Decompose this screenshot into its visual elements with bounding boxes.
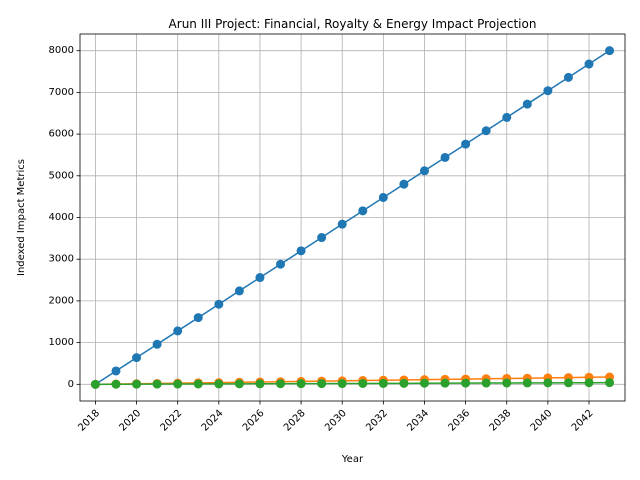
data-point xyxy=(563,378,573,388)
data-point xyxy=(522,378,532,388)
data-point xyxy=(440,378,450,388)
data-point xyxy=(214,299,224,309)
data-point xyxy=(152,379,162,389)
data-point xyxy=(234,379,244,389)
data-point xyxy=(317,379,327,389)
x-tick-label: 2038 xyxy=(488,408,514,434)
series-layer xyxy=(90,46,615,389)
data-point xyxy=(543,378,553,388)
data-point xyxy=(378,192,388,202)
x-tick-label: 2028 xyxy=(282,408,308,434)
y-tick-label: 2000 xyxy=(49,295,74,306)
data-point xyxy=(399,378,409,388)
data-point xyxy=(337,379,347,389)
series-3 xyxy=(90,378,615,389)
data-point xyxy=(337,219,347,229)
data-point xyxy=(522,99,532,109)
x-tick-label: 2020 xyxy=(117,408,143,434)
data-point xyxy=(173,379,183,389)
data-point xyxy=(502,112,512,122)
data-point xyxy=(276,379,286,389)
data-point xyxy=(358,378,368,388)
y-tick-label: 4000 xyxy=(49,212,74,223)
series-2 xyxy=(90,372,615,389)
x-tick-label: 2036 xyxy=(446,408,472,434)
x-tick-label: 2026 xyxy=(241,408,267,434)
x-tick-label: 2032 xyxy=(364,408,390,434)
y-tick-label: 7000 xyxy=(49,87,74,98)
data-point xyxy=(132,353,142,363)
data-point xyxy=(111,379,121,389)
data-point xyxy=(358,206,368,216)
data-point xyxy=(255,273,265,283)
x-tick-label: 2022 xyxy=(159,408,185,434)
data-point xyxy=(193,379,203,389)
data-point xyxy=(234,286,244,296)
data-point xyxy=(90,379,100,389)
data-point xyxy=(584,378,594,388)
chart-title: Arun III Project: Financial, Royalty & E… xyxy=(169,17,537,31)
data-point xyxy=(461,139,471,149)
data-point xyxy=(255,379,265,389)
data-point xyxy=(481,378,491,388)
data-point xyxy=(502,378,512,388)
data-point xyxy=(214,379,224,389)
y-tick-label: 6000 xyxy=(49,129,74,140)
data-point xyxy=(584,59,594,69)
data-point xyxy=(296,379,306,389)
x-tick-label: 2042 xyxy=(570,408,596,434)
data-point xyxy=(461,378,471,388)
y-tick-label: 8000 xyxy=(49,45,74,56)
data-point xyxy=(605,378,615,388)
data-point xyxy=(193,313,203,323)
x-tick-label: 2040 xyxy=(529,408,555,434)
data-point xyxy=(152,339,162,349)
data-point xyxy=(419,378,429,388)
y-axis-label: Indexed Impact Metrics xyxy=(16,159,27,276)
y-tick-label: 5000 xyxy=(49,170,74,181)
data-point xyxy=(378,378,388,388)
x-tick-label: 2034 xyxy=(405,408,431,434)
data-point xyxy=(111,366,121,376)
data-point xyxy=(399,179,409,189)
x-tick-label: 2018 xyxy=(76,408,102,434)
x-axis-label: Year xyxy=(341,454,364,465)
y-tick-label: 0 xyxy=(68,379,74,390)
data-point xyxy=(317,233,327,243)
data-point xyxy=(296,246,306,256)
data-point xyxy=(481,126,491,136)
data-point xyxy=(419,166,429,176)
y-tick-label: 3000 xyxy=(49,254,74,265)
data-point xyxy=(173,326,183,336)
data-point xyxy=(276,259,286,269)
data-point xyxy=(605,46,615,56)
x-tick-label: 2024 xyxy=(200,408,226,434)
data-point xyxy=(440,152,450,162)
x-tick-label: 2030 xyxy=(323,408,349,434)
y-tick-label: 1000 xyxy=(49,337,74,348)
data-point xyxy=(132,379,142,389)
data-point xyxy=(563,72,573,82)
data-point xyxy=(543,86,553,96)
